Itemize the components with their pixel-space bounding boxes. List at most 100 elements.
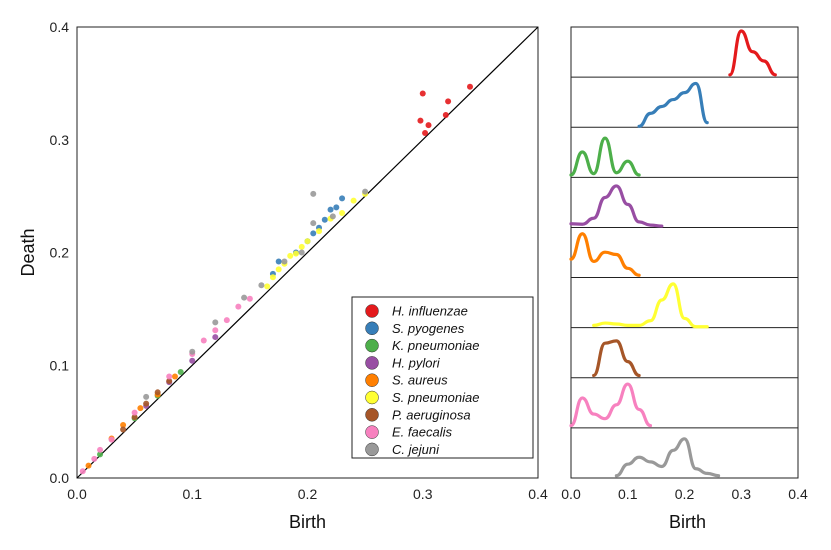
data-point-p-aeruginosa <box>143 400 150 407</box>
legend-label-s-aureus: S. aureus <box>392 373 448 388</box>
data-point-c-jejuni <box>329 213 336 220</box>
data-point-c-jejuni <box>258 282 265 289</box>
data-point-e-faecalis <box>212 327 219 334</box>
density-curve-s-pneumoniae <box>592 282 709 329</box>
data-point-s-aureus <box>171 373 178 380</box>
data-point-s-pneumoniae <box>264 283 271 290</box>
persistence-scatter-plot: 0.0 0.1 0.2 0.3 0.4 0.0 0.1 0.2 0.3 0.4 Birth Death… <box>18 19 548 532</box>
data-point-e-faecalis <box>108 436 115 443</box>
data-point-c-jejuni <box>189 348 196 355</box>
data-point-s-pyogenes <box>275 258 282 265</box>
data-point-h-pylori <box>189 357 196 364</box>
legend-marker-p-aeruginosa <box>365 408 379 422</box>
density-curve-s-pyogenes <box>637 81 709 128</box>
y-axis-label: Death <box>18 228 38 276</box>
data-point-s-pneumoniae <box>339 210 346 217</box>
data-point-s-pneumoniae <box>350 197 357 204</box>
data-point-e-faecalis <box>166 373 173 380</box>
data-point-s-pneumoniae <box>275 266 282 273</box>
density-curve-c-jejuni <box>614 437 721 478</box>
legend-box <box>351 296 534 459</box>
density-x-tick-label: 0.2 <box>675 486 695 502</box>
density-curve-s-aureus <box>569 232 641 277</box>
data-point-p-aeruginosa <box>131 414 138 421</box>
data-point-s-pneumoniae <box>304 238 311 245</box>
data-point-s-pneumoniae <box>298 243 305 250</box>
y-tick-label: 0.0 <box>50 470 70 486</box>
data-point-p-aeruginosa <box>154 389 161 396</box>
legend-marker-k-pneumoniae <box>365 338 379 353</box>
x-tick-label: 0.0 <box>67 486 87 502</box>
data-point-c-jejuni <box>143 393 150 400</box>
data-point-h-influenzae <box>422 129 429 136</box>
data-point-h-influenzae <box>445 98 452 105</box>
legend-marker-h-pylori <box>365 356 379 370</box>
data-point-e-faecalis <box>91 455 98 462</box>
data-point-e-faecalis <box>223 317 230 324</box>
legend-marker-s-pyogenes <box>365 321 379 336</box>
data-point-c-jejuni <box>298 249 305 256</box>
data-point-k-pneumoniae <box>97 451 104 458</box>
data-point-e-faecalis <box>97 446 104 453</box>
data-point-s-pyogenes <box>339 195 346 202</box>
legend-marker-h-influenzae <box>365 304 379 318</box>
data-point-c-jejuni <box>310 220 317 227</box>
x-axis-label: Birth <box>289 512 326 532</box>
y-tick-label: 0.4 <box>50 19 70 35</box>
legend-label-p-aeruginosa: P. aeruginosa <box>392 407 471 422</box>
x-tick-label: 0.1 <box>183 486 203 502</box>
data-point-c-jejuni <box>362 188 369 195</box>
y-tick-label: 0.2 <box>50 245 70 261</box>
diagonal-line <box>76 26 539 479</box>
data-point-k-pneumoniae <box>177 369 184 376</box>
legend-label-s-pneumoniae: S. pneumoniae <box>392 390 479 405</box>
legend-label-h-influenzae: H. influenzae <box>392 304 468 319</box>
data-point-e-faecalis <box>131 409 138 416</box>
legend-marker-c-jejuni <box>365 442 379 457</box>
legend-label-c-jejuni: C. jejuni <box>392 442 440 457</box>
density-x-tick-label: 0.1 <box>618 486 638 502</box>
y-tick-label: 0.3 <box>50 132 70 148</box>
data-point-c-jejuni <box>241 294 248 301</box>
density-x-axis-label: Birth <box>669 512 706 532</box>
density-curve-h-pylori <box>569 184 664 228</box>
data-point-p-aeruginosa <box>166 378 173 385</box>
data-point-s-aureus <box>85 462 92 469</box>
data-point-h-influenzae <box>419 90 426 97</box>
density-x-tick-label: 0.4 <box>788 486 808 502</box>
legend-label-e-faecalis: E. faecalis <box>392 425 452 440</box>
data-point-e-faecalis <box>246 295 253 302</box>
data-point-s-pyogenes <box>327 206 334 213</box>
data-point-s-pneumoniae <box>316 228 323 235</box>
birth-density-panels: 0.0 0.1 0.2 0.3 0.4 Birth <box>561 26 808 532</box>
data-point-h-influenzae <box>425 122 432 129</box>
density-curve-k-pneumoniae <box>569 136 641 177</box>
data-point-e-faecalis <box>200 337 207 344</box>
density-curve-e-faecalis <box>569 382 653 428</box>
x-tick-label: 0.4 <box>528 486 548 502</box>
legend-label-k-pneumoniae: K. pneumoniae <box>392 338 479 353</box>
legend-marker-s-aureus <box>365 373 379 387</box>
data-point-c-jejuni <box>310 190 317 197</box>
density-x-tick-label: 0.3 <box>732 486 752 502</box>
legend-label-s-pyogenes: S. pyogenes <box>392 321 465 336</box>
data-point-s-pyogenes <box>321 216 328 223</box>
density-curve-p-aeruginosa <box>592 339 641 378</box>
y-tick-label: 0.1 <box>50 357 70 373</box>
data-point-s-pneumoniae <box>269 274 276 281</box>
legend-marker-e-faecalis <box>365 425 379 439</box>
data-point-s-pneumoniae <box>287 252 294 259</box>
data-point-s-pneumoniae <box>292 250 299 257</box>
legend-marker-s-pneumoniae <box>365 390 379 405</box>
data-point-p-aeruginosa <box>120 426 127 433</box>
x-tick-label: 0.2 <box>298 486 318 502</box>
data-point-s-aureus <box>120 422 127 429</box>
legend-label-h-pylori: H. pylori <box>392 355 441 370</box>
data-point-s-pyogenes <box>333 204 340 211</box>
x-tick-label: 0.3 <box>413 486 433 502</box>
data-point-h-influenzae <box>467 83 474 90</box>
data-point-c-jejuni <box>281 258 288 265</box>
density-curve-h-influenzae <box>728 29 777 77</box>
data-point-e-faecalis <box>235 303 242 310</box>
